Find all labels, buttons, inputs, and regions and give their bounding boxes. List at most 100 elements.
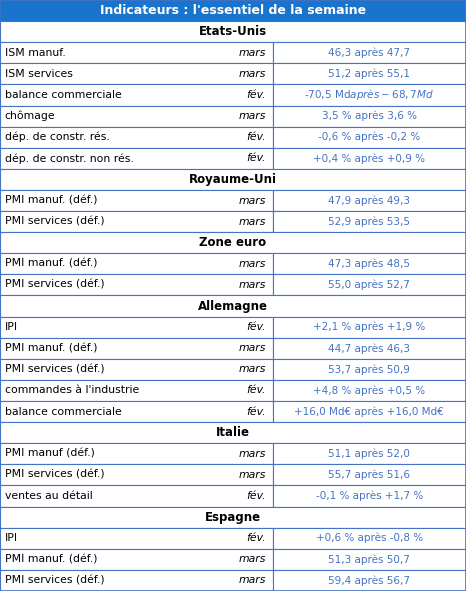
Text: ventes au détail: ventes au détail: [5, 491, 92, 501]
Bar: [0, 422, 466, 443]
Text: mars: mars: [238, 48, 266, 58]
Text: 47,9 après 49,3: 47,9 après 49,3: [329, 195, 410, 206]
Bar: [0, 274, 273, 296]
Bar: [273, 126, 466, 148]
Bar: [273, 106, 466, 126]
Text: mars: mars: [238, 365, 266, 374]
Text: PMI services (déf.): PMI services (déf.): [5, 576, 104, 586]
Text: +0,6 % après -0,8 %: +0,6 % après -0,8 %: [316, 533, 423, 544]
Bar: [0, 211, 273, 232]
Bar: [273, 528, 466, 549]
Bar: [0, 63, 273, 85]
Text: 51,3 après 50,7: 51,3 après 50,7: [329, 554, 410, 564]
Text: mars: mars: [238, 69, 266, 79]
Bar: [273, 274, 466, 296]
Text: dép. de constr. non rés.: dép. de constr. non rés.: [5, 153, 133, 164]
Text: 55,0 après 52,7: 55,0 après 52,7: [329, 280, 410, 290]
Text: 44,7 après 46,3: 44,7 après 46,3: [329, 343, 410, 353]
Text: 47,3 après 48,5: 47,3 après 48,5: [329, 259, 410, 269]
Text: IPI: IPI: [5, 533, 18, 543]
Bar: [0, 317, 273, 337]
Text: 46,3 après 47,7: 46,3 après 47,7: [329, 47, 410, 58]
Bar: [0, 21, 466, 42]
Text: fév.: fév.: [246, 491, 266, 501]
Bar: [0, 296, 466, 317]
Bar: [273, 254, 466, 274]
Bar: [273, 148, 466, 169]
Text: Italie: Italie: [216, 426, 250, 439]
Text: 55,7 après 51,6: 55,7 après 51,6: [329, 470, 410, 480]
Text: dép. de constr. rés.: dép. de constr. rés.: [5, 132, 110, 142]
Text: fév.: fév.: [246, 533, 266, 543]
Text: Royaume-Uni: Royaume-Uni: [189, 173, 277, 186]
Text: 3,5 % après 3,6 %: 3,5 % après 3,6 %: [322, 111, 417, 121]
Bar: [273, 63, 466, 85]
Bar: [273, 317, 466, 337]
Bar: [273, 465, 466, 485]
Text: PMI manuf. (déf.): PMI manuf. (déf.): [5, 343, 97, 353]
Text: 53,7 après 50,9: 53,7 après 50,9: [329, 364, 410, 375]
Text: Etats-Unis: Etats-Unis: [199, 25, 267, 38]
Text: ISM services: ISM services: [5, 69, 73, 79]
Text: balance commerciale: balance commerciale: [5, 407, 122, 417]
Text: balance commerciale: balance commerciale: [5, 90, 122, 100]
Text: mars: mars: [238, 259, 266, 269]
Bar: [0, 528, 273, 549]
Text: +16,0 Md€ après +16,0 Md€: +16,0 Md€ après +16,0 Md€: [295, 407, 444, 417]
Bar: [273, 190, 466, 211]
Bar: [273, 337, 466, 359]
Text: Espagne: Espagne: [205, 511, 261, 524]
Text: Indicateurs : l'essentiel de la semaine: Indicateurs : l'essentiel de la semaine: [100, 4, 366, 17]
Bar: [0, 106, 273, 126]
Bar: [0, 126, 273, 148]
Bar: [273, 359, 466, 380]
Bar: [273, 42, 466, 63]
Bar: [0, 254, 273, 274]
Bar: [0, 465, 273, 485]
Bar: [0, 549, 273, 570]
Text: PMI services (déf.): PMI services (déf.): [5, 217, 104, 226]
Text: mars: mars: [238, 196, 266, 206]
Text: PMI services (déf.): PMI services (déf.): [5, 470, 104, 480]
Text: Allemagne: Allemagne: [198, 300, 268, 313]
Bar: [0, 485, 273, 506]
Text: ISM manuf.: ISM manuf.: [5, 48, 65, 58]
Text: chômage: chômage: [5, 111, 55, 121]
Text: PMI manuf. (déf.): PMI manuf. (déf.): [5, 554, 97, 564]
Text: 51,1 après 52,0: 51,1 après 52,0: [329, 449, 410, 459]
Text: Zone euro: Zone euro: [199, 236, 267, 249]
Text: IPI: IPI: [5, 322, 18, 332]
Text: mars: mars: [238, 470, 266, 480]
Bar: [0, 570, 273, 591]
Bar: [0, 232, 466, 254]
Text: +0,4 % après +0,9 %: +0,4 % après +0,9 %: [313, 153, 425, 164]
Bar: [273, 443, 466, 465]
Bar: [273, 380, 466, 401]
Text: mars: mars: [238, 280, 266, 290]
Bar: [0, 148, 273, 169]
Text: PMI manuf. (déf.): PMI manuf. (déf.): [5, 196, 97, 206]
Bar: [273, 85, 466, 106]
Text: -0,6 % après -0,2 %: -0,6 % après -0,2 %: [318, 132, 420, 142]
Text: 59,4 après 56,7: 59,4 après 56,7: [329, 575, 410, 586]
Bar: [0, 443, 273, 465]
Text: mars: mars: [238, 449, 266, 459]
Bar: [0, 359, 273, 380]
Bar: [0, 42, 273, 63]
Text: mars: mars: [238, 111, 266, 121]
Text: PMI manuf. (déf.): PMI manuf. (déf.): [5, 259, 97, 269]
Text: mars: mars: [238, 554, 266, 564]
Text: PMI manuf (déf.): PMI manuf (déf.): [5, 449, 95, 459]
Text: PMI services (déf.): PMI services (déf.): [5, 280, 104, 290]
Text: mars: mars: [238, 576, 266, 586]
Text: commandes à l'industrie: commandes à l'industrie: [5, 385, 139, 395]
Bar: [273, 570, 466, 591]
Bar: [0, 506, 466, 528]
Text: fév.: fév.: [246, 132, 266, 142]
Text: -70,5 Md$ après -68,7 Md$: -70,5 Md$ après -68,7 Md$: [304, 87, 434, 102]
Bar: [0, 169, 466, 190]
Text: +2,1 % après +1,9 %: +2,1 % après +1,9 %: [313, 322, 425, 332]
Bar: [0, 337, 273, 359]
Text: fév.: fév.: [246, 407, 266, 417]
Text: -0,1 % après +1,7 %: -0,1 % après +1,7 %: [315, 491, 423, 501]
